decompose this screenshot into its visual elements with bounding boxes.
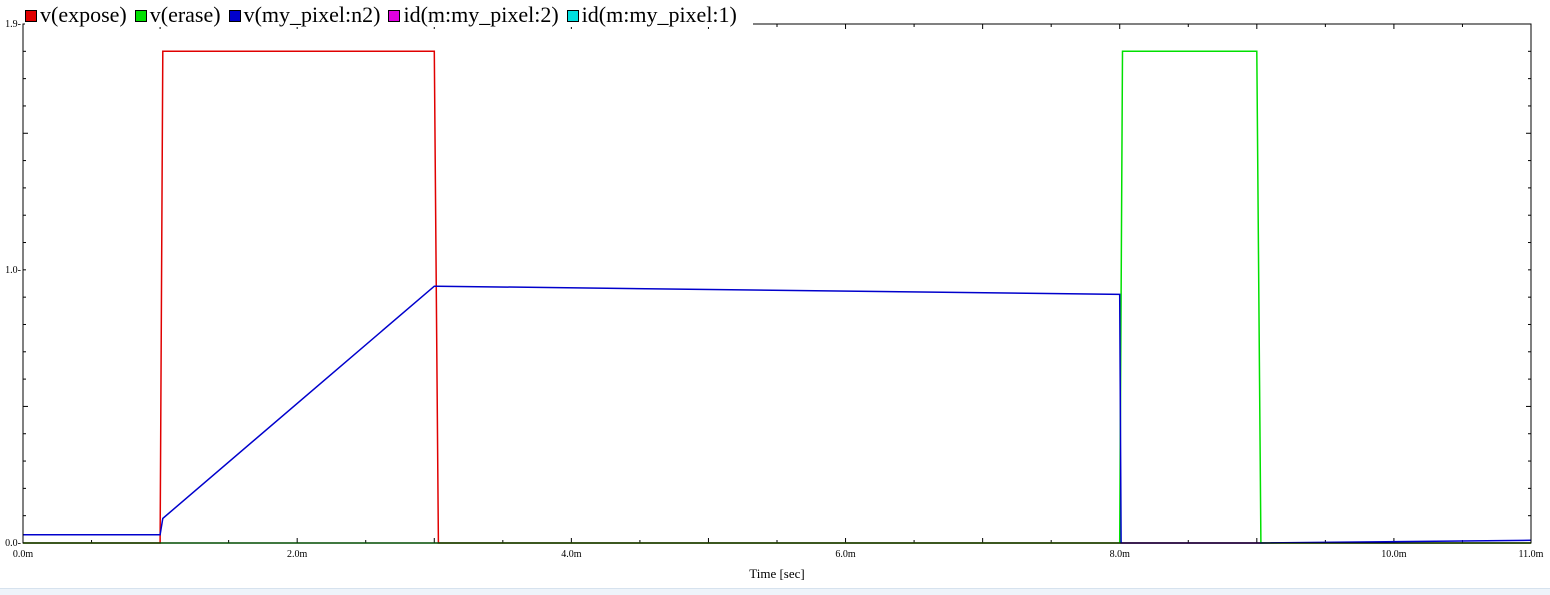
series-line-0	[23, 50, 1531, 544]
legend-swatch	[25, 10, 37, 22]
x-tick-label: 2.0m	[287, 549, 308, 560]
legend-swatch	[566, 10, 579, 22]
legend-label: v(expose)	[40, 2, 127, 27]
x-tick-label: 4.0m	[561, 549, 582, 560]
series-line-1	[23, 50, 1531, 544]
legend-label: v(my_pixel:n2)	[243, 2, 381, 27]
y-tick-label: 1.0-	[5, 265, 21, 276]
legend-label: id(m:my_pixel:2)	[403, 2, 559, 27]
y-tick-label: 1.9-	[5, 19, 21, 30]
series-line-2	[23, 285, 1532, 544]
legend-label: id(m:my_pixel:1)	[581, 2, 737, 27]
x-tick-label: 0.0m	[13, 549, 34, 560]
y-tick-label: 0.0-	[5, 538, 21, 549]
x-axis-title: Time [sec]	[749, 566, 805, 581]
legend-swatch	[134, 10, 147, 22]
axis-ticks: 0.0m 2.0m 4.0m 6.0m 8.0m 10.0m 11.0m 0.0- 1.0- 1.…	[5, 19, 1544, 560]
plot-frame	[22, 23, 1532, 544]
legend-label: v(erase)	[149, 2, 221, 27]
window-bottom-strip	[0, 588, 1550, 595]
x-tick-label: 10.0m	[1381, 549, 1407, 560]
legend-swatch	[388, 10, 401, 22]
legend-entry: id(m:my_pixel:2)	[388, 2, 559, 28]
x-tick-label: 6.0m	[835, 549, 856, 560]
chart-legend: v(expose) v(erase) v(my_pixel:n2) id(m:my_p…	[25, 2, 753, 28]
x-tick-label: 11.0m	[1519, 549, 1544, 560]
legend-entry: v(expose)	[25, 2, 127, 28]
series-lines	[23, 50, 1532, 544]
x-tick-label: 8.0m	[1110, 549, 1131, 560]
legend-entry: id(m:my_pixel:1)	[566, 2, 737, 28]
legend-swatch	[228, 10, 241, 22]
legend-entry: v(erase)	[134, 2, 221, 28]
legend-entry: v(my_pixel:n2)	[228, 2, 381, 28]
